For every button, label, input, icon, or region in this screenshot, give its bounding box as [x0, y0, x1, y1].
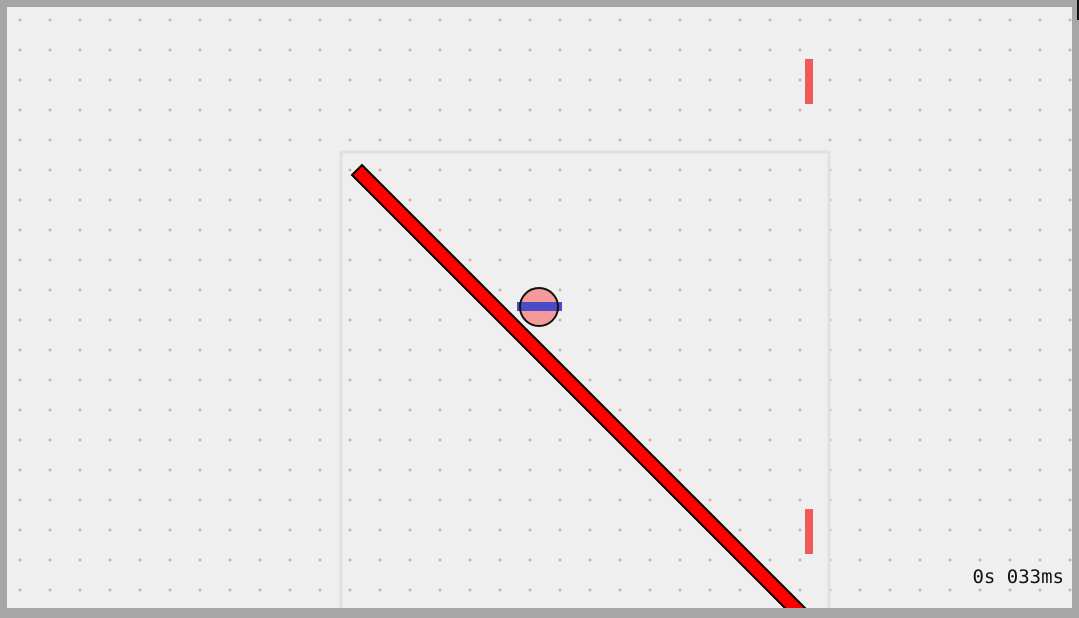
scene-layer [339, 59, 831, 608]
ramp-outline [350, 163, 807, 608]
goal-marker-icon-top [805, 59, 813, 104]
ball-icon[interactable] [517, 287, 562, 327]
ramp-icon[interactable] [352, 165, 810, 608]
play-area-bounds [339, 150, 831, 608]
ball-stripe [517, 302, 562, 311]
ball-outline [519, 287, 559, 327]
simulation-canvas[interactable]: 0s 033ms [7, 7, 1072, 608]
corner-marker [1077, 0, 1079, 20]
goal-marker-icon-bottom [805, 509, 813, 554]
elapsed-time-readout: 0s 033ms [972, 566, 1064, 588]
